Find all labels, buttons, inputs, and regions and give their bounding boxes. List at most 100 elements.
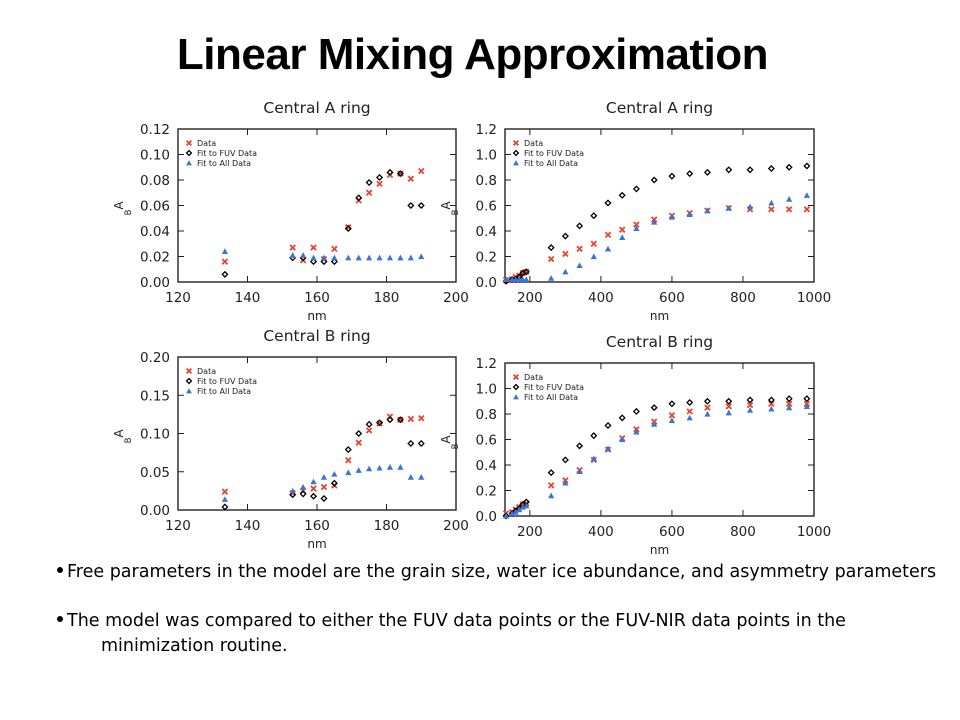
data-point — [310, 258, 318, 266]
data-point — [562, 250, 569, 258]
data-point — [686, 209, 693, 217]
data-point — [523, 268, 530, 276]
data-point — [632, 407, 640, 415]
data-point — [576, 245, 583, 253]
data-point — [725, 204, 732, 212]
bullet-text: Free parameters in the model are the gra… — [67, 562, 937, 582]
data-point — [330, 258, 338, 266]
data-point — [365, 427, 373, 434]
data-point — [522, 498, 530, 506]
data-point — [331, 254, 338, 261]
data-point — [289, 489, 296, 497]
y-tick-label: 0.05 — [140, 465, 170, 481]
data-point — [651, 421, 658, 427]
data-point — [345, 223, 352, 231]
legend-label: Data — [524, 373, 543, 382]
y-tick-label: 0.8 — [476, 407, 497, 423]
data-point — [396, 416, 404, 424]
data-point — [397, 170, 404, 177]
x-tick-label: 200 — [517, 290, 543, 306]
data-point — [523, 502, 530, 509]
y-axis-label-subscript: B — [451, 443, 461, 449]
data-point — [515, 272, 523, 279]
data-point — [632, 185, 640, 193]
data-point — [397, 416, 404, 423]
data-point — [516, 506, 523, 513]
data-point — [704, 207, 711, 214]
data-point — [618, 191, 626, 199]
data-point — [386, 171, 394, 179]
data-point — [618, 414, 626, 422]
data-point — [221, 248, 229, 254]
plot-frame — [177, 356, 457, 511]
data-point — [590, 432, 598, 440]
data-point — [355, 254, 362, 261]
data-point — [299, 257, 307, 264]
data-point — [355, 197, 362, 204]
data-point — [366, 254, 373, 261]
legend-label: Fit to FUV Data — [524, 149, 584, 158]
data-point — [310, 478, 317, 485]
legend-marker — [512, 383, 520, 391]
data-point — [604, 446, 612, 453]
data-point — [803, 400, 811, 408]
data-point — [519, 269, 526, 277]
x-tick-label: 600 — [659, 524, 685, 540]
data-point — [785, 400, 793, 408]
series-triangle — [221, 464, 425, 502]
x-axis-label: nm — [650, 543, 669, 557]
data-point — [407, 439, 415, 447]
data-point — [407, 175, 415, 182]
data-point — [320, 483, 328, 491]
data-point — [519, 501, 527, 509]
x-tick-label: 400 — [588, 290, 614, 306]
y-tick-label: 0.4 — [476, 458, 497, 474]
y-axis-label: A — [112, 201, 126, 210]
data-point — [407, 415, 415, 423]
data-point — [650, 418, 658, 425]
data-point — [803, 206, 811, 213]
series-triangle — [221, 248, 425, 261]
data-point — [397, 254, 404, 261]
legend-label: Fit to FUV Data — [524, 383, 584, 392]
data-point — [576, 222, 584, 230]
data-point — [686, 211, 693, 218]
data-point — [320, 474, 328, 480]
data-point — [768, 400, 775, 408]
data-point — [633, 225, 640, 232]
data-point — [785, 206, 793, 213]
data-point — [768, 199, 775, 206]
axis-ticks — [505, 128, 815, 283]
data-point — [650, 176, 658, 184]
data-point — [396, 170, 404, 178]
data-point — [522, 268, 530, 276]
y-tick-label: 0.00 — [140, 503, 170, 519]
data-point — [523, 276, 530, 283]
y-tick-label: 1.2 — [476, 122, 497, 138]
y-tick-label: 0.10 — [140, 148, 170, 164]
data-point — [604, 231, 612, 239]
series-x — [502, 400, 811, 517]
data-point — [785, 163, 793, 171]
data-point — [355, 429, 363, 438]
data-point — [668, 213, 676, 220]
y-tick-label: 0.6 — [476, 433, 497, 449]
axis-ticks — [505, 362, 815, 517]
data-point — [289, 487, 296, 494]
data-point — [418, 414, 425, 422]
data-point — [576, 262, 583, 269]
data-point — [386, 416, 394, 424]
data-point — [576, 466, 583, 474]
data-point — [547, 482, 555, 489]
series-x — [221, 413, 425, 497]
data-point — [803, 192, 810, 198]
data-point — [519, 501, 526, 508]
data-point — [345, 254, 352, 261]
y-tick-label: 0.06 — [140, 199, 170, 215]
data-point — [547, 255, 555, 263]
y-tick-label: 0.0 — [476, 509, 497, 525]
data-point — [330, 479, 338, 487]
data-point — [746, 396, 754, 404]
